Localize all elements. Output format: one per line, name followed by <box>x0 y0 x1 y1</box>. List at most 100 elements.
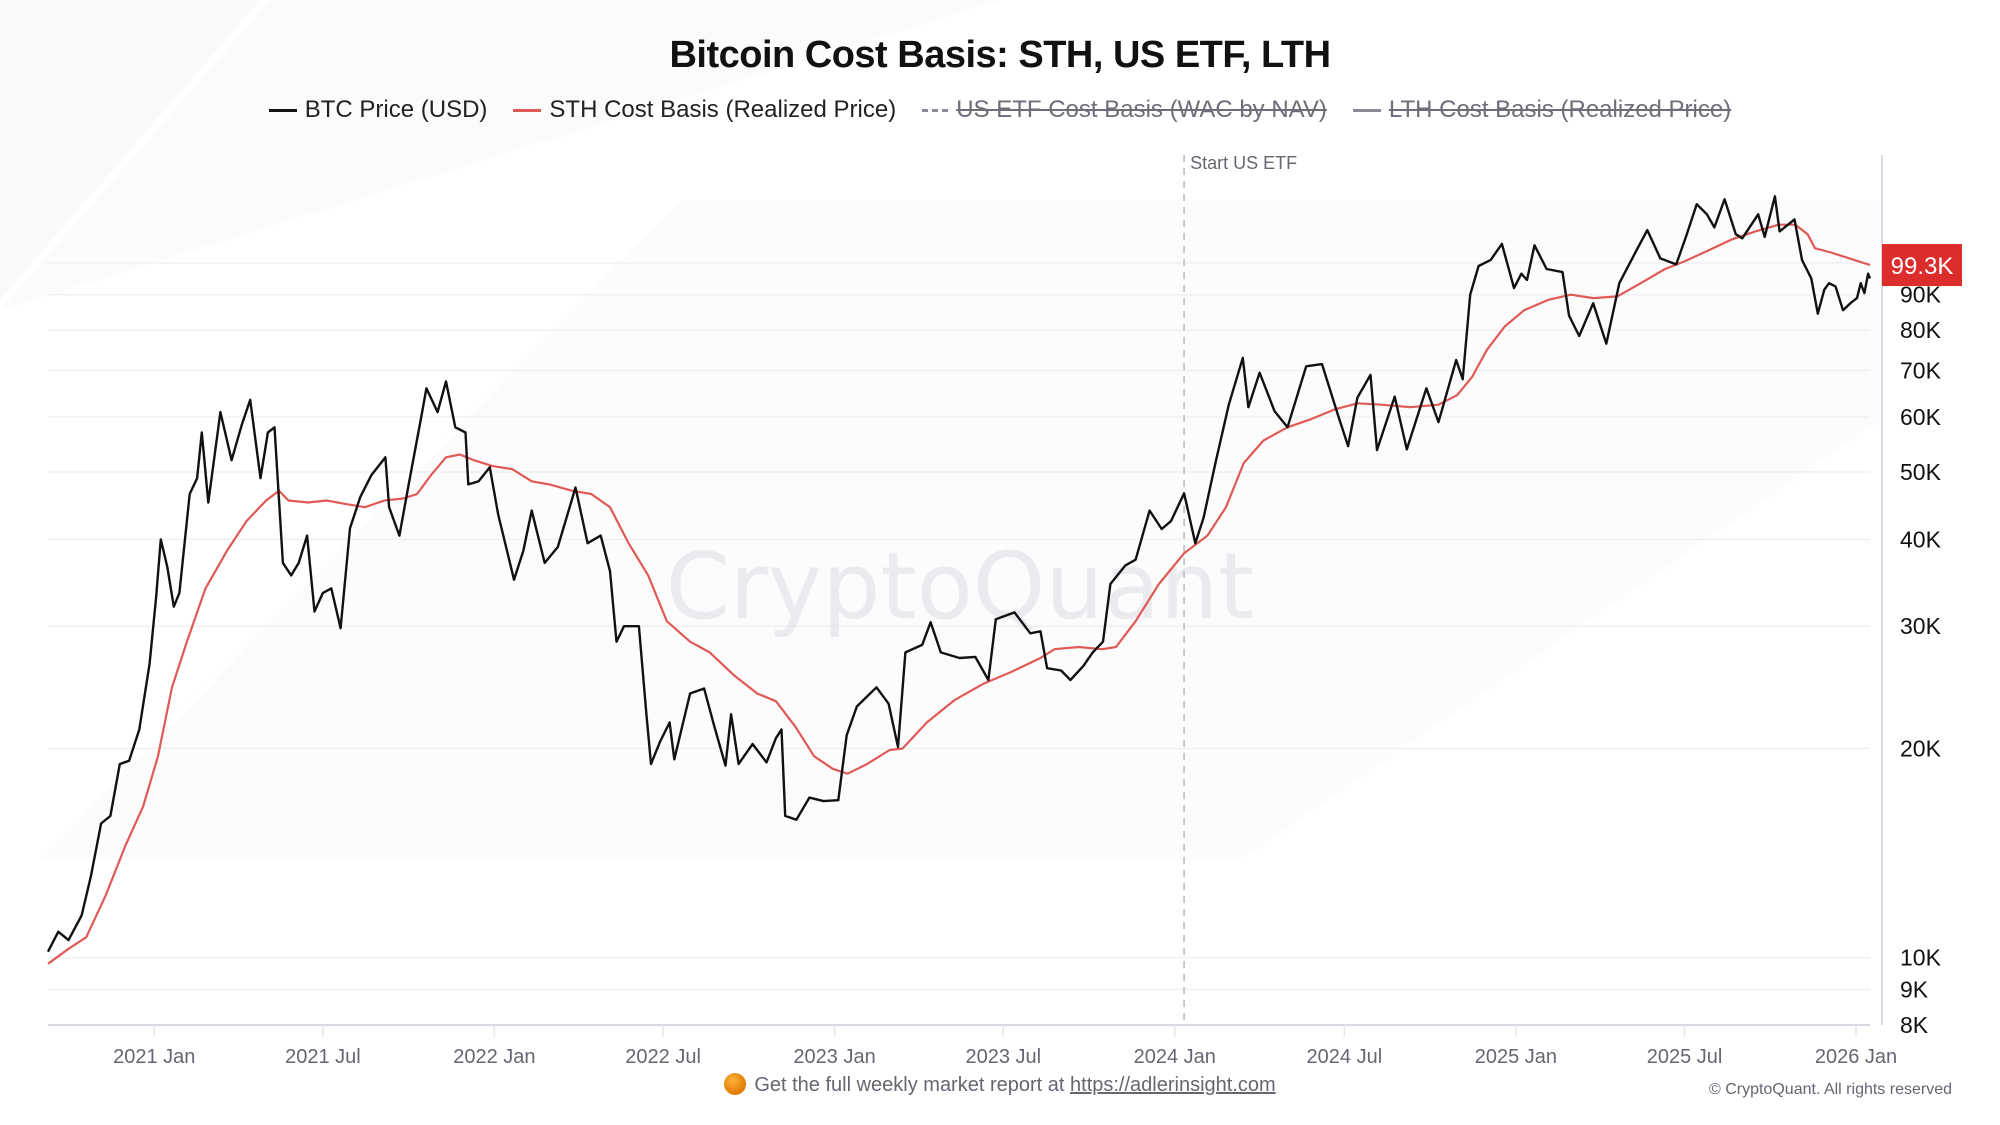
y-tick-label: 8K <box>1900 1012 1929 1038</box>
legend-item-us-etf-cost-basis[interactable]: US ETF Cost Basis (WAC by NAV) <box>922 96 1327 124</box>
btc-price-point <box>1394 396 1396 398</box>
btc-price-point <box>995 618 997 620</box>
btc-price-point <box>1347 445 1349 447</box>
x-tick-label: 2022 Jul <box>625 1046 701 1068</box>
legend-item-btc-price[interactable]: BTC Price (USD) <box>268 96 487 124</box>
btc-price-point <box>437 411 439 413</box>
btc-price-point <box>497 513 499 515</box>
legend-label-lth-cost-basis: LTH Cost Basis (Realized Price) <box>1388 96 1732 123</box>
btc-price-point <box>856 705 858 707</box>
sth-cost-basis-point <box>1664 268 1666 270</box>
btc-price-point <box>1082 665 1084 667</box>
btc-price-point <box>1161 528 1163 530</box>
btc-price-point <box>1490 259 1492 261</box>
btc-price-point <box>1867 273 1869 275</box>
footer-promo: Get the full weekly market report at htt… <box>0 1073 2000 1097</box>
btc-price-point <box>1605 343 1607 345</box>
btc-price-point <box>1029 632 1031 634</box>
btc-price-point <box>1170 520 1172 522</box>
btc-price-point <box>445 381 447 383</box>
sth-cost-basis-point <box>1456 394 1458 396</box>
watermark: CryptoQuant <box>666 533 1255 640</box>
sth-cost-basis-point <box>1115 646 1117 648</box>
sth-cost-basis-point <box>1754 230 1756 232</box>
btc-price-point <box>1724 198 1726 200</box>
sth-cost-basis-point <box>186 641 188 643</box>
legend-item-sth-cost-basis[interactable]: STH Cost Basis (Realized Price) <box>513 96 896 124</box>
btc-price-point <box>1092 651 1094 653</box>
btc-price-point <box>1735 233 1737 235</box>
btc-price-point <box>645 712 647 714</box>
sth-cost-basis-point <box>1101 648 1103 650</box>
btc-price-point <box>166 566 168 568</box>
btc-price-point <box>1356 397 1358 399</box>
sth-cost-basis-point <box>85 936 87 938</box>
btc-price-point <box>1863 292 1865 294</box>
btc-price-point <box>1635 250 1637 252</box>
btc-price-point <box>1675 263 1677 265</box>
btc-price-point <box>1469 294 1471 296</box>
btc-price-point <box>1046 667 1048 669</box>
btc-price-point <box>290 574 292 576</box>
btc-price-point <box>808 797 810 799</box>
y-tick-label: 50K <box>1900 459 1942 485</box>
x-tick-label: 2021 Jan <box>113 1046 195 1068</box>
sth-cost-basis-point <box>1486 349 1488 351</box>
btc-price-point <box>207 502 209 504</box>
sth-cost-basis-point <box>647 574 649 576</box>
btc-price-point <box>1869 277 1871 279</box>
sth-cost-basis-point <box>1438 404 1440 406</box>
sth-cost-basis-point <box>756 693 758 695</box>
btc-price-point <box>1779 230 1781 232</box>
btc-price-point <box>795 819 797 821</box>
btc-price-point <box>119 763 121 765</box>
sth-cost-basis-point <box>733 674 735 676</box>
btc-price-point <box>489 466 491 468</box>
btc-price-point <box>1546 268 1548 270</box>
sth-cost-basis-point <box>1410 406 1412 408</box>
sth-cost-basis-point <box>926 722 928 724</box>
sth-cost-basis-point <box>287 500 289 502</box>
btc-price-point <box>1618 282 1620 284</box>
btc-price-point <box>1513 287 1515 289</box>
btc-price-point <box>47 951 49 953</box>
btc-price-point <box>1102 641 1104 643</box>
btc-price-point <box>1069 679 1071 681</box>
x-tick-label: 2024 Jan <box>1134 1046 1216 1068</box>
btc-price-point <box>1849 302 1851 304</box>
btc-price-point <box>775 737 777 739</box>
sth-cost-basis-point <box>1078 646 1080 648</box>
btc-price-point <box>173 606 175 608</box>
btc-price-point <box>940 651 942 653</box>
legend-swatch-sth-cost-basis <box>513 108 542 112</box>
sth-cost-basis-point <box>1504 326 1506 328</box>
btc-price-point <box>1183 492 1185 494</box>
x-tick-label: 2021 Jul <box>285 1046 361 1068</box>
btc-price-point <box>274 426 276 428</box>
btc-price-point <box>784 815 786 817</box>
btc-price-point <box>766 761 768 763</box>
btc-price-point <box>149 663 151 665</box>
btc-price-point <box>1706 213 1708 215</box>
sth-cost-basis-point <box>307 502 309 504</box>
y-tick-label: 80K <box>1900 317 1942 343</box>
btc-price-point <box>1242 357 1244 359</box>
btc-price-point <box>330 587 332 589</box>
btc-price-point <box>544 562 546 564</box>
y-tick-label: 20K <box>1900 736 1942 762</box>
btc-price-point <box>465 432 467 434</box>
btc-price-point <box>1713 226 1715 228</box>
legend-item-lth-cost-basis[interactable]: LTH Cost Basis (Realized Price) <box>1352 96 1732 124</box>
btc-price-point <box>231 459 233 461</box>
sth-cost-basis-point <box>1135 620 1137 622</box>
sth-cost-basis-point <box>157 755 159 757</box>
legend-label-us-etf-cost-basis: US ETF Cost Basis (WAC by NAV) <box>956 96 1327 123</box>
btc-price-point <box>160 538 162 540</box>
footer-link[interactable]: https://adlerinsight.com <box>1070 1074 1276 1096</box>
btc-price-point <box>68 939 70 941</box>
btc-price-point <box>1406 448 1408 450</box>
btc-price-point <box>1774 195 1776 197</box>
btc-price-point <box>1109 583 1111 585</box>
btc-price-point <box>837 799 839 801</box>
